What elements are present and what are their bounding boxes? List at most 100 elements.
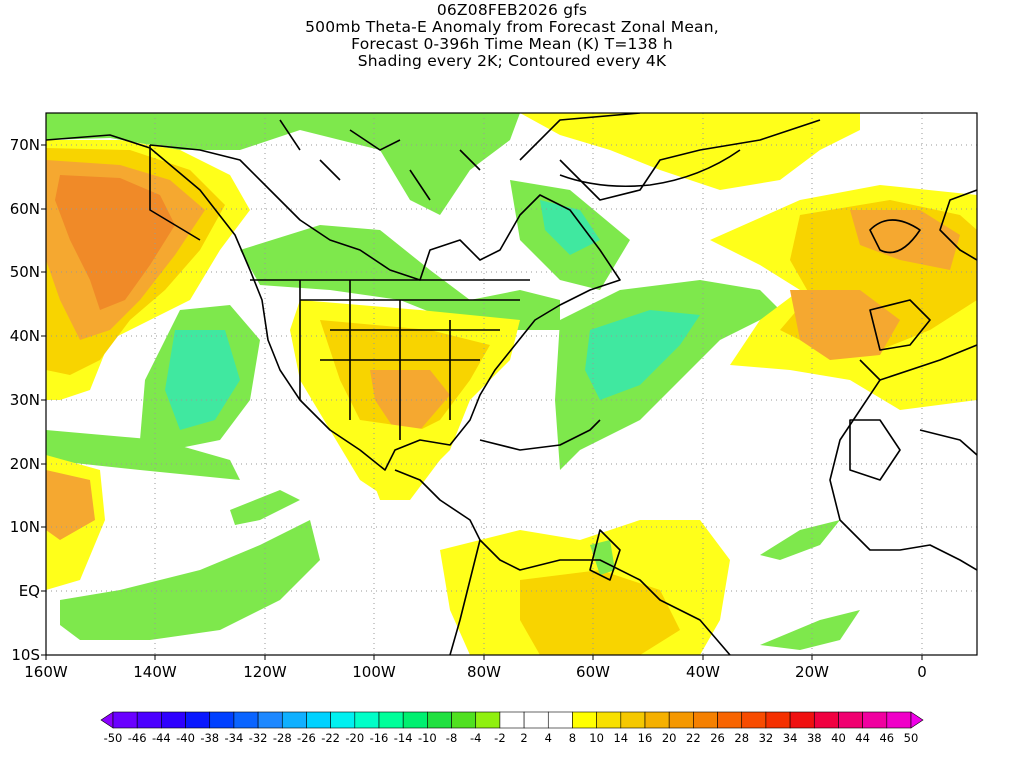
- colorbar-swatch: [693, 711, 718, 729]
- colorbar-label: -34: [224, 731, 244, 745]
- colorbar-label: -16: [369, 731, 389, 745]
- colorbar-swatch: [741, 711, 767, 729]
- y-tick-label: 10N: [9, 518, 40, 536]
- coastlines: [46, 113, 977, 655]
- colorbar-swatch: [209, 711, 235, 729]
- colorbar-label: -10: [417, 731, 437, 745]
- shade-atlantic-south-green: [760, 610, 860, 650]
- x-tick-label: 60W: [576, 663, 610, 681]
- colorbar-label: -8: [445, 731, 458, 745]
- colorbar-min-arrow: [100, 711, 114, 729]
- shade-tropic-pacific-green2: [230, 490, 300, 525]
- colorbar-label: 10: [589, 731, 604, 745]
- colorbar-label: 26: [710, 731, 725, 745]
- colorbar-label: 2: [520, 731, 528, 745]
- y-tick-label: 40N: [9, 327, 40, 345]
- colorbar-swatch: [185, 711, 211, 729]
- colorbar-swatch: [136, 711, 162, 729]
- x-tick-label: 0: [917, 663, 927, 681]
- colorbar-swatch: [668, 711, 694, 729]
- title-line-4: Shading every 2K; Contoured every 4K: [357, 52, 667, 70]
- x-tick-label: 140W: [133, 663, 177, 681]
- y-tick-label: 70N: [9, 136, 40, 154]
- y-tick-label: 60N: [9, 200, 40, 218]
- shade-samerica-gold: [520, 570, 680, 655]
- colorbar-swatch: [886, 711, 912, 729]
- y-tick-label: 10S: [11, 646, 40, 664]
- shade-iberia-orange: [790, 290, 900, 360]
- colorbar-swatch: [620, 711, 646, 729]
- colorbar-swatch: [547, 711, 573, 729]
- colorbar-label: 34: [782, 731, 798, 745]
- title-line-3: Forecast 0-396h Time Mean (K) T=138 h: [351, 35, 673, 53]
- colorbar-label: -2: [494, 731, 506, 745]
- x-tick-label: 100W: [352, 663, 396, 681]
- colorbar-label: -40: [176, 731, 195, 745]
- colorbar-label: 28: [734, 731, 750, 745]
- colorbar-swatch: [499, 711, 525, 729]
- colorbar-label: 40: [831, 731, 846, 745]
- shade-pacific-teal: [165, 330, 240, 430]
- colorbar-swatch: [789, 711, 815, 729]
- colorbar-max-arrow: [910, 711, 924, 729]
- shade-africa-green: [760, 520, 840, 560]
- shade-greenland-yellow: [520, 113, 860, 190]
- y-tick-label: 50N: [9, 263, 40, 281]
- colorbar-label: 22: [686, 731, 701, 745]
- y-tick-label: EQ: [18, 582, 40, 600]
- shade-labrador-teal: [540, 200, 600, 255]
- colorbar-label: -28: [272, 731, 292, 745]
- colorbar-label: -14: [393, 731, 413, 745]
- colorbar-label: 16: [637, 731, 653, 745]
- x-tick-label: 80W: [467, 663, 501, 681]
- shade-tropic-pacific-green: [60, 520, 320, 640]
- colorbar-label: 50: [903, 731, 919, 745]
- colorbar-swatch: [112, 711, 138, 729]
- gridlines: [46, 113, 977, 655]
- shade-us-orange: [370, 370, 450, 430]
- colorbar-label: 32: [758, 731, 774, 745]
- colorbar-label: -44: [151, 731, 171, 745]
- colorbar-label: -20: [345, 731, 365, 745]
- colorbar-swatch: [257, 711, 283, 729]
- shade-pacific-band: [46, 430, 240, 480]
- axis-ticks: [41, 144, 923, 660]
- colorbar-swatch: [354, 711, 380, 729]
- colorbar-swatch: [427, 711, 452, 729]
- colorbar-swatch: [765, 711, 791, 729]
- colorbar-label: -4: [469, 731, 482, 745]
- colorbar-swatch: [233, 711, 259, 729]
- shade-alaska-pacific-darkorange: [55, 175, 175, 310]
- x-tick-label: 20W: [795, 663, 829, 681]
- title-line-1: 06Z08FEB2026 gfs: [436, 1, 588, 19]
- colorbar-label: 38: [806, 731, 822, 745]
- shade-atlantic-teal: [585, 310, 700, 400]
- shade-canada-green: [240, 225, 560, 330]
- shade-arctic-green: [46, 113, 520, 215]
- colorbar-label: 20: [661, 731, 677, 745]
- x-tick-label: 160W: [24, 663, 68, 681]
- colorbar-swatch: [862, 711, 888, 729]
- colorbar-swatch: [572, 711, 597, 729]
- x-tick-label: 120W: [243, 663, 287, 681]
- y-tick-label: 30N: [9, 391, 40, 409]
- colorbar-label: -22: [321, 731, 341, 745]
- colorbar-swatch: [523, 711, 549, 729]
- colorbar-swatch: [378, 711, 404, 729]
- colorbar-swatch: [306, 711, 331, 729]
- x-tick-label: 40W: [686, 663, 720, 681]
- shade-tropic-pacific-gold: [46, 470, 95, 540]
- chart-title: 06Z08FEB2026 gfs 500mb Theta-E Anomaly f…: [0, 2, 1024, 70]
- colorbar-label: -46: [127, 731, 147, 745]
- colorbar-label: -50: [103, 731, 123, 745]
- shade-guiana-green: [590, 540, 615, 575]
- colorbar-swatch: [717, 711, 743, 729]
- colorbar-swatch: [813, 711, 839, 729]
- colorbar-swatch: [475, 711, 501, 729]
- colorbar-swatch: [596, 711, 622, 729]
- colorbar-swatch: [402, 711, 428, 729]
- map-frame: [45, 112, 978, 656]
- colorbar-swatch: [838, 711, 863, 729]
